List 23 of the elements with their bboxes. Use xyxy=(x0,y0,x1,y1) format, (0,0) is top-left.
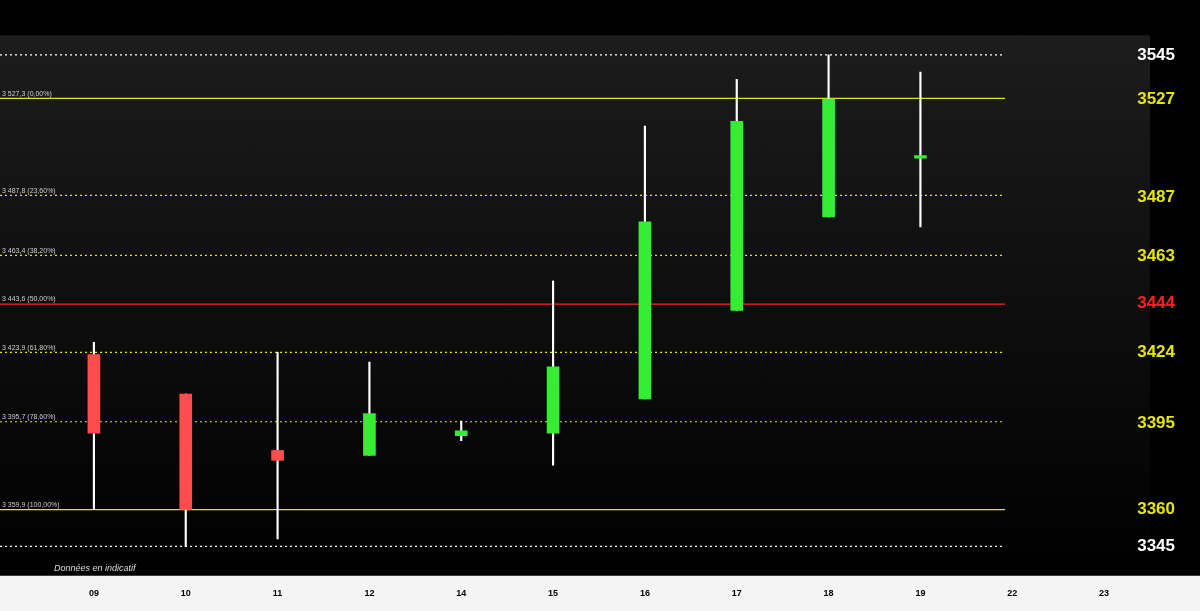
x-tick-label: 09 xyxy=(88,587,99,598)
y-tick-label: 3545 xyxy=(1137,44,1175,64)
x-tick-label: 14 xyxy=(456,587,467,598)
x-tick-label: 22 xyxy=(1007,587,1018,598)
x-tick-label: 11 xyxy=(272,587,283,598)
x-tick-label: 18 xyxy=(823,587,834,598)
x-tick-label: 17 xyxy=(731,587,742,598)
x-tick-label: 23 xyxy=(1099,587,1110,598)
y-tick-label: 3444 xyxy=(1137,292,1176,312)
y-tick-label: 3527 xyxy=(1137,88,1175,108)
candlestick xyxy=(914,71,927,228)
x-tick-label: 12 xyxy=(364,587,375,598)
y-tick-label: 3424 xyxy=(1137,341,1176,361)
y-tick-label: 3395 xyxy=(1137,413,1175,433)
y-tick-label: 3345 xyxy=(1137,536,1175,555)
x-tick-label: 15 xyxy=(548,587,559,598)
y-tick-label: 3487 xyxy=(1137,187,1175,207)
annotation: Données en indicatif xyxy=(54,562,138,573)
y-tick-label: 3360 xyxy=(1137,499,1175,519)
x-tick-label: 16 xyxy=(639,587,650,598)
x-tick-label: 19 xyxy=(915,587,926,598)
y-tick-label: 3463 xyxy=(1137,246,1175,266)
x-tick-label: 10 xyxy=(180,587,191,598)
